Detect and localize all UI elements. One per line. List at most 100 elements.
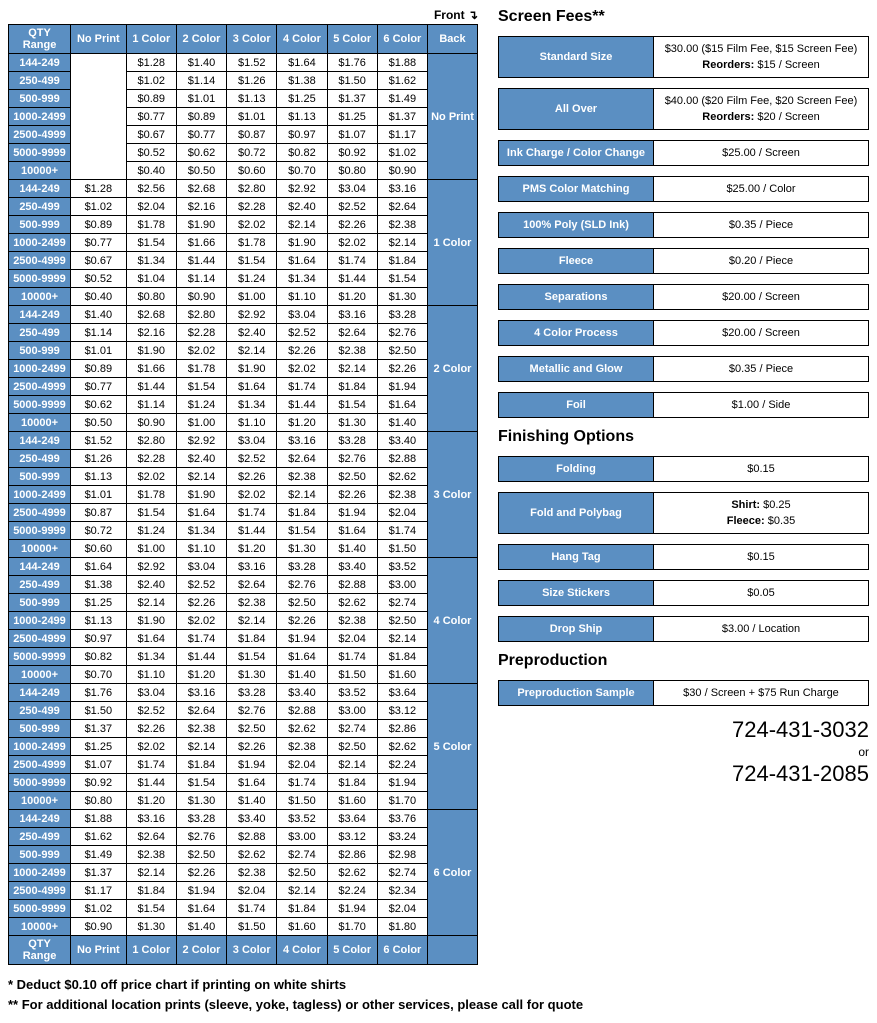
price-cell: $2.14 <box>327 360 377 378</box>
price-cell: $1.02 <box>377 144 427 162</box>
price-cell: $1.94 <box>277 630 327 648</box>
qty-cell: 5000-9999 <box>9 396 71 414</box>
fee-line: Shirt: $0.25 <box>731 497 790 513</box>
price-cell: $1.14 <box>176 270 226 288</box>
price-cell: $1.90 <box>126 342 176 360</box>
column-footer: 3 Color <box>227 936 277 965</box>
fee-label: Separations <box>499 285 654 309</box>
price-cell: $2.40 <box>227 324 277 342</box>
price-cell: $1.25 <box>327 108 377 126</box>
price-cell: $0.82 <box>277 144 327 162</box>
column-footer: 2 Color <box>176 936 226 965</box>
qty-cell: 2500-4999 <box>9 378 71 396</box>
footnote-1: * Deduct $0.10 off price chart if printi… <box>8 975 869 995</box>
price-cell: $0.60 <box>71 540 127 558</box>
price-cell: $1.26 <box>227 72 277 90</box>
qty-cell: 250-499 <box>9 450 71 468</box>
price-cell: $0.90 <box>71 918 127 936</box>
price-cell: $2.86 <box>377 720 427 738</box>
price-cell: $1.20 <box>277 414 327 432</box>
price-cell: $1.64 <box>176 900 226 918</box>
qty-cell: 1000-2499 <box>9 108 71 126</box>
fee-label: Preproduction Sample <box>499 681 654 705</box>
column-footer: No Print <box>71 936 127 965</box>
price-cell: $1.78 <box>227 234 277 252</box>
price-cell: $1.64 <box>277 648 327 666</box>
fee-line: $3.00 / Location <box>722 621 800 637</box>
price-cell: $1.10 <box>277 288 327 306</box>
fee-label: 4 Color Process <box>499 321 654 345</box>
price-cell: $1.14 <box>176 72 226 90</box>
price-cell: $2.26 <box>327 216 377 234</box>
price-cell: $2.04 <box>126 198 176 216</box>
price-cell: $1.13 <box>227 90 277 108</box>
fee-line: $1.00 / Side <box>732 397 791 413</box>
price-cell: $1.54 <box>126 504 176 522</box>
fee-line: Reorders: $15 / Screen <box>702 57 819 73</box>
price-cell: $1.44 <box>176 252 226 270</box>
price-cell: $2.14 <box>377 234 427 252</box>
qty-cell: 500-999 <box>9 468 71 486</box>
price-cell: $2.02 <box>176 612 226 630</box>
fee-row: Foil $1.00 / Side <box>498 392 869 418</box>
price-cell: $2.40 <box>277 198 327 216</box>
price-cell: $1.76 <box>327 54 377 72</box>
price-cell: $1.07 <box>71 756 127 774</box>
price-cell: $2.76 <box>227 702 277 720</box>
price-cell: $2.62 <box>327 864 377 882</box>
price-cell: $2.52 <box>277 324 327 342</box>
column-footer: 6 Color <box>377 936 427 965</box>
price-cell: $3.16 <box>176 684 226 702</box>
fee-value: $0.35 / Piece <box>654 357 868 381</box>
qty-cell: 500-999 <box>9 720 71 738</box>
fee-row: All Over$40.00 ($20 Film Fee, $20 Screen… <box>498 88 869 130</box>
phone-or: or <box>498 745 869 761</box>
price-cell: $2.38 <box>377 486 427 504</box>
price-cell: $2.74 <box>377 594 427 612</box>
price-cell: $0.40 <box>126 162 176 180</box>
price-cell: $1.17 <box>71 882 127 900</box>
price-cell: $0.77 <box>126 108 176 126</box>
price-cell: $2.64 <box>377 198 427 216</box>
back-label-cell: 4 Color <box>428 558 478 684</box>
price-cell: $2.88 <box>277 702 327 720</box>
price-cell: $1.52 <box>227 54 277 72</box>
price-cell: $1.30 <box>227 666 277 684</box>
price-cell: $1.62 <box>71 828 127 846</box>
price-cell: $0.52 <box>126 144 176 162</box>
price-cell: $0.80 <box>327 162 377 180</box>
price-cell: $1.74 <box>126 756 176 774</box>
price-cell: $1.17 <box>377 126 427 144</box>
fee-value: $25.00 / Screen <box>654 141 868 165</box>
price-cell: $2.02 <box>277 360 327 378</box>
price-cell: $1.25 <box>71 738 127 756</box>
qty-cell: 500-999 <box>9 594 71 612</box>
price-cell: $2.16 <box>126 324 176 342</box>
price-cell: $2.24 <box>327 882 377 900</box>
price-cell: $0.89 <box>176 108 226 126</box>
column-footer: 5 Color <box>327 936 377 965</box>
qty-cell: 144-249 <box>9 54 71 72</box>
fee-row: Standard Size$30.00 ($15 Film Fee, $15 S… <box>498 36 869 78</box>
price-cell: $2.56 <box>126 180 176 198</box>
price-cell: $2.92 <box>126 558 176 576</box>
price-cell: $1.84 <box>327 774 377 792</box>
fee-label: Fleece <box>499 249 654 273</box>
qty-cell: 5000-9999 <box>9 522 71 540</box>
qty-cell: 144-249 <box>9 306 71 324</box>
price-cell: $1.74 <box>277 378 327 396</box>
fee-line: $25.00 / Screen <box>722 145 800 161</box>
price-cell: $2.38 <box>377 216 427 234</box>
qty-cell: 1000-2499 <box>9 738 71 756</box>
fee-label: Standard Size <box>499 37 654 77</box>
price-cell: $1.84 <box>277 900 327 918</box>
price-cell: $1.94 <box>176 882 226 900</box>
price-cell: $2.02 <box>227 216 277 234</box>
fee-label: Foil <box>499 393 654 417</box>
column-header: 1 Color <box>126 25 176 54</box>
price-cell: $1.90 <box>176 216 226 234</box>
footnote-2: ** For additional location prints (sleev… <box>8 995 869 1015</box>
qty-cell: 5000-9999 <box>9 900 71 918</box>
price-cell: $0.80 <box>126 288 176 306</box>
price-cell: $2.38 <box>227 594 277 612</box>
